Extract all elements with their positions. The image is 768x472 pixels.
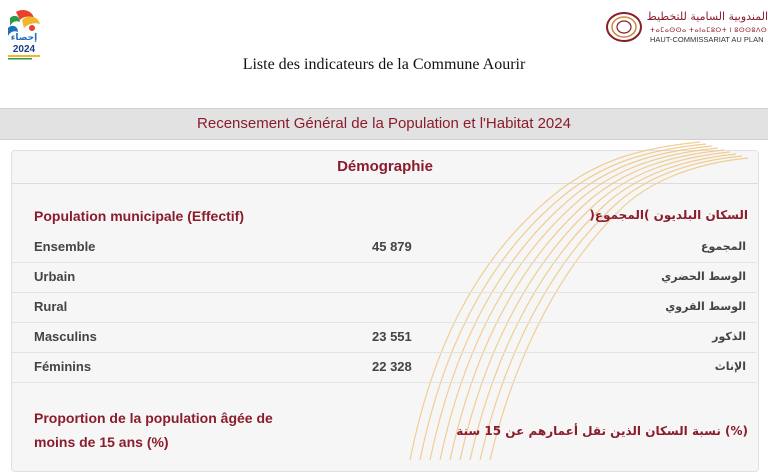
population-municipale-title: Population municipale (Effectif) [34,208,245,224]
logo-left-year: 2024 [13,44,36,55]
row-label: Féminins [34,359,92,374]
proportion-under-15-title-ar: (%) نسبة السكان الذين تقل أعمارهم عن 15 … [456,424,748,438]
row-value: 45 879 [372,239,412,254]
hcp-logo: المندوبية السامية للتخطيط ⵜⴰⵎⴰⵙⵙⴰ ⵜⴰⵏⴰⵎⵓ… [604,8,768,48]
table-row: Rural الوسط القروي [12,292,756,323]
row-label: Urbain [34,269,76,284]
table-row: Masculins 23 551 الذكور [12,322,756,353]
proportion-under-15-title-line2: moins de 15 ans (%) [34,434,169,450]
table-row: Ensemble 45 879 المجموع [12,232,756,263]
census-banner-title: Recensement Général de la Population et … [197,115,571,132]
row-label: Rural [34,299,68,314]
census-2024-logo: إحصاء 2024 [2,8,48,62]
row-label-ar: المجموع [701,240,746,253]
demography-card-header: Démographie [12,151,758,184]
hcp-ring-icon [606,12,642,42]
logo-left-word: إحصاء [11,33,37,43]
hcp-tifinagh-name: ⵜⴰⵎⴰⵙⵙⴰ ⵜⴰⵏⴰⵎⵓⵔⵜ ⵏ ⵓⵙⵙⵓⴷⵙ [650,27,768,34]
hcp-french-name: HAUT-COMMISSARIAT AU PLAN [650,35,764,44]
proportion-under-15-title-line1: Proportion de la population âgée de [34,410,273,426]
hcp-arabic-name: المندوبية السامية للتخطيط [646,10,768,23]
table-row: Féminins 22 328 الإناث [12,352,756,383]
census-banner: Recensement Général de la Population et … [0,108,768,140]
row-label: Ensemble [34,239,96,254]
row-label: Masculins [34,329,97,344]
row-value: 22 328 [372,359,412,374]
proportion-under-15-title: Proportion de la population âgée de moin… [34,406,273,454]
row-label-ar: الذكور [712,330,746,343]
row-label-ar: الوسط القروي [665,300,746,313]
table-row: Urbain الوسط الحضري [12,262,756,293]
page-title: Liste des indicateurs de la Commune Aour… [242,56,526,73]
population-municipale-title-ar: السكان البلديون )المجموع( [589,208,748,222]
row-value: 23 551 [372,329,412,344]
row-label-ar: الوسط الحضري [661,270,746,283]
demography-title: Démographie [337,158,433,175]
row-label-ar: الإناث [714,360,746,373]
